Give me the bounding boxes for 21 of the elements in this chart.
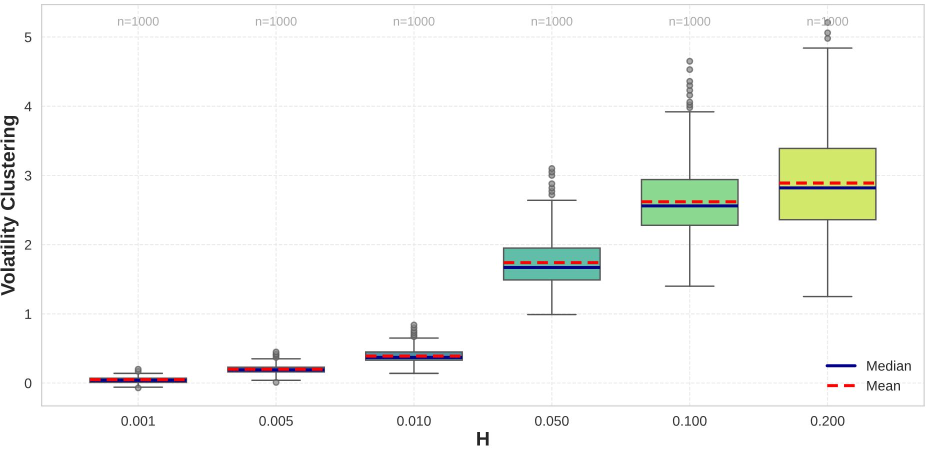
annotation: Mean — [867, 380, 900, 391]
y-axis-title: Volatility Clustering — [0, 116, 19, 296]
x-tick-label: 0.005 — [259, 416, 293, 426]
x-tick-label: 0.010 — [397, 416, 431, 426]
annotation: Median — [867, 360, 911, 371]
x-tick-label: 0.001 — [121, 416, 155, 426]
annotation: n=1000 — [256, 16, 297, 26]
annotation: n=1000 — [532, 16, 572, 26]
annotation: n=1000 — [118, 16, 159, 26]
x-tick-label: 0.050 — [535, 416, 569, 426]
y-tick-label: 1 — [25, 309, 32, 319]
annotation: n=1000 — [670, 16, 710, 26]
annotation: n=1000 — [394, 16, 435, 26]
y-tick-label: 0 — [24, 378, 32, 388]
x-tick-label: 0.200 — [810, 416, 844, 426]
y-tick-label: 2 — [24, 240, 32, 250]
x-tick-label: 0.100 — [672, 416, 707, 426]
y-tick-label: 3 — [24, 170, 32, 181]
y-tick-label: 4 — [24, 102, 32, 112]
x-axis-title: H — [477, 432, 489, 446]
y-tick-label: 5 — [24, 32, 32, 42]
